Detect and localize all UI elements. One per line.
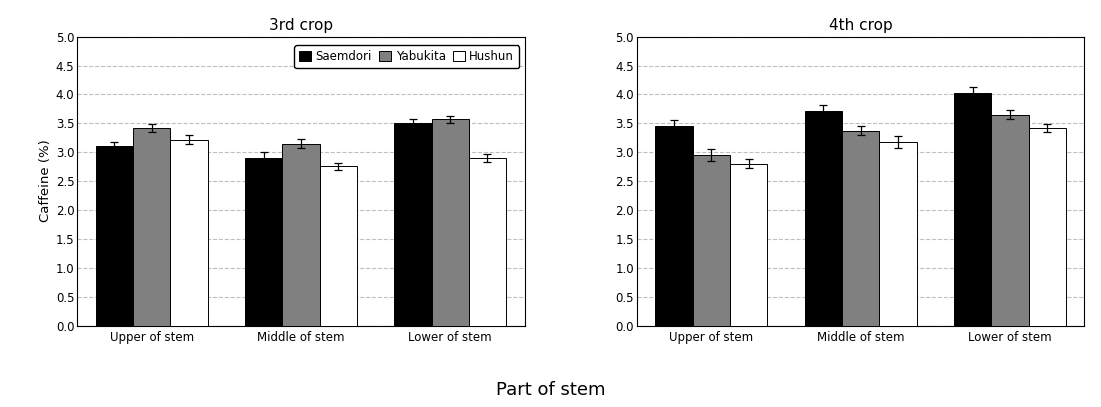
Bar (282, 144, 319, 326)
Bar (96, 147, 133, 326)
Bar (394, 123, 432, 326)
Bar (953, 93, 991, 326)
Bar (432, 119, 469, 326)
Title: 4th crop: 4th crop (829, 18, 893, 33)
Bar (991, 115, 1028, 326)
Y-axis label: Caffeine (%): Caffeine (%) (39, 140, 52, 223)
Title: 3rd crop: 3rd crop (269, 18, 333, 33)
Bar (880, 142, 916, 326)
Bar (319, 166, 357, 326)
Bar (171, 140, 208, 326)
Bar (730, 164, 767, 326)
Text: Part of stem: Part of stem (495, 381, 606, 399)
Bar (805, 111, 842, 326)
Bar (693, 155, 730, 326)
Bar (655, 126, 693, 326)
Bar (469, 158, 506, 326)
Bar (244, 158, 282, 326)
Bar (1028, 128, 1066, 326)
Legend: Saemdori, Yabukita, Hushun: Saemdori, Yabukita, Hushun (294, 46, 519, 68)
Bar (842, 131, 880, 326)
Bar (133, 128, 171, 326)
